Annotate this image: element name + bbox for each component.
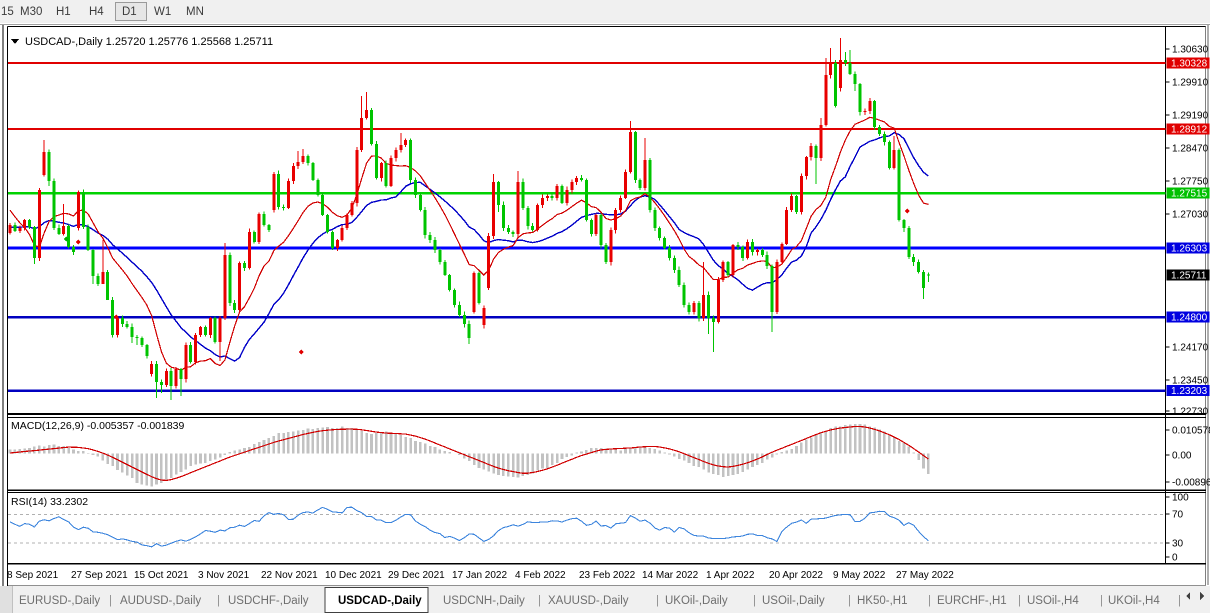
svg-text:0.010578: 0.010578 [1172, 426, 1210, 437]
svg-text:|: | [848, 595, 851, 607]
svg-text:1.28470: 1.28470 [1172, 144, 1209, 155]
svg-text:3 Nov 2021: 3 Nov 2021 [198, 570, 250, 581]
svg-text:14 Mar 2022: 14 Mar 2022 [642, 570, 699, 581]
svg-text:1.24800: 1.24800 [1171, 313, 1208, 324]
svg-text:1.23203: 1.23203 [1171, 386, 1208, 397]
svg-text:70: 70 [1172, 510, 1184, 521]
svg-text:1.26303: 1.26303 [1171, 244, 1208, 255]
svg-text:EURUSD-,Daily: EURUSD-,Daily [19, 595, 100, 607]
svg-text:1.29190: 1.29190 [1172, 111, 1209, 122]
svg-text:1.22730: 1.22730 [1172, 407, 1209, 418]
svg-text:USDCAD-,Daily: USDCAD-,Daily [338, 595, 422, 607]
svg-text:HK50-,H1: HK50-,H1 [857, 595, 908, 607]
svg-text:M30: M30 [20, 6, 42, 18]
svg-text:|: | [109, 595, 112, 607]
svg-text:|: | [1178, 595, 1181, 607]
svg-text:USDCAD-,Daily 1.25720 1.25776: USDCAD-,Daily 1.25720 1.25776 1.25568 1.… [25, 36, 273, 48]
svg-text:1.27030: 1.27030 [1172, 210, 1209, 221]
svg-text:MACD(12,26,9) -0.005357 -0.001: MACD(12,26,9) -0.005357 -0.001839 [11, 420, 185, 432]
svg-text:USDCNH-,Daily: USDCNH-,Daily [443, 595, 525, 607]
svg-text:1.27750: 1.27750 [1172, 177, 1209, 188]
svg-text:|: | [753, 595, 756, 607]
svg-text:27 Sep 2021: 27 Sep 2021 [71, 570, 128, 581]
svg-text:15 Oct 2021: 15 Oct 2021 [134, 570, 189, 581]
svg-text:1.25711: 1.25711 [1171, 271, 1207, 282]
svg-text:USOil-,Daily: USOil-,Daily [762, 595, 825, 607]
svg-text:|: | [217, 595, 220, 607]
svg-text:AUDUSD-,Daily: AUDUSD-,Daily [120, 595, 201, 607]
svg-text:XAUUSD-,Daily: XAUUSD-,Daily [548, 595, 629, 607]
svg-text:1.27515: 1.27515 [1171, 189, 1208, 200]
svg-text:H4: H4 [89, 6, 104, 18]
svg-text:1.29910: 1.29910 [1172, 78, 1209, 89]
svg-text:D1: D1 [122, 6, 137, 18]
svg-text:100: 100 [1172, 493, 1189, 504]
svg-text:9 May 2022: 9 May 2022 [833, 570, 886, 581]
svg-text:|: | [656, 595, 659, 607]
svg-text:17 Jan 2022: 17 Jan 2022 [452, 570, 507, 581]
svg-text:4 Feb 2022: 4 Feb 2022 [515, 570, 566, 581]
svg-text:1.30630: 1.30630 [1172, 45, 1209, 56]
svg-text:30: 30 [1172, 539, 1184, 550]
svg-text:1.24170: 1.24170 [1172, 343, 1209, 354]
svg-text:20 Apr 2022: 20 Apr 2022 [769, 570, 823, 581]
svg-text:1 Apr 2022: 1 Apr 2022 [706, 570, 755, 581]
svg-text:EURCHF-,H1: EURCHF-,H1 [937, 595, 1007, 607]
svg-text:8 Sep 2021: 8 Sep 2021 [7, 570, 59, 581]
svg-text:-0.00896: -0.00896 [1172, 478, 1210, 489]
svg-text:27 May 2022: 27 May 2022 [896, 570, 954, 581]
svg-text:|: | [1100, 595, 1103, 607]
svg-text:29 Dec 2021: 29 Dec 2021 [388, 570, 445, 581]
svg-text:W1: W1 [154, 6, 171, 18]
svg-text:|: | [538, 595, 541, 607]
svg-text:0: 0 [1172, 553, 1178, 564]
svg-text:|: | [928, 595, 931, 607]
svg-text:MN: MN [186, 6, 204, 18]
svg-text:USDCHF-,Daily: USDCHF-,Daily [228, 595, 309, 607]
svg-text:UKOil-,H4: UKOil-,H4 [1108, 595, 1160, 607]
svg-text:UKOil-,Daily: UKOil-,Daily [665, 595, 728, 607]
svg-text:1.23450: 1.23450 [1172, 376, 1209, 387]
svg-text:1.28912: 1.28912 [1171, 125, 1208, 136]
svg-text:1.30328: 1.30328 [1171, 59, 1208, 70]
svg-text:RSI(14) 33.2302: RSI(14) 33.2302 [11, 496, 88, 508]
svg-text:10 Dec 2021: 10 Dec 2021 [325, 570, 382, 581]
svg-text:0.00: 0.00 [1172, 451, 1192, 462]
svg-text:15: 15 [1, 6, 14, 18]
svg-text:H1: H1 [56, 6, 71, 18]
svg-text:|: | [1018, 595, 1021, 607]
svg-text:USOil-,H4: USOil-,H4 [1027, 595, 1079, 607]
svg-text:22 Nov 2021: 22 Nov 2021 [261, 570, 318, 581]
svg-text:23 Feb 2022: 23 Feb 2022 [579, 570, 636, 581]
